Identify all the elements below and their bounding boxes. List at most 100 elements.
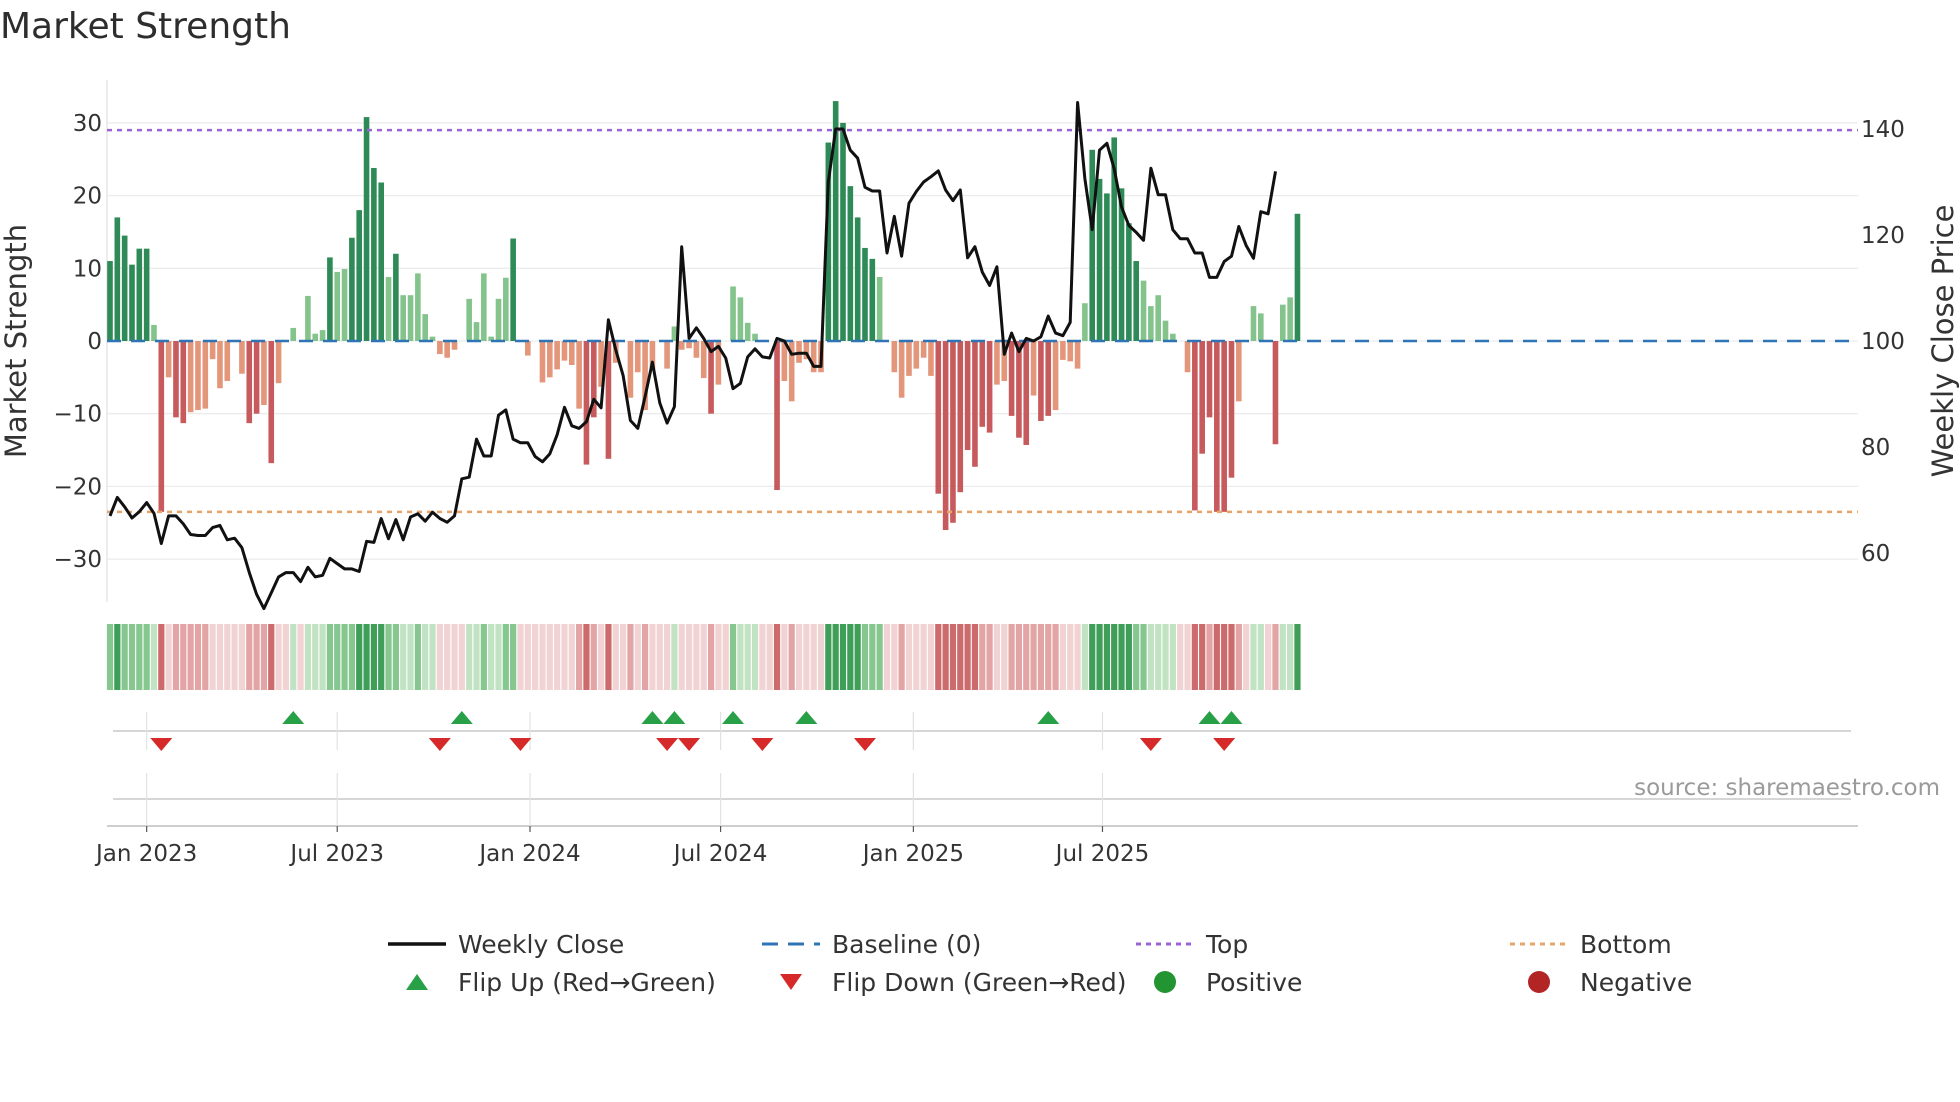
strength-cell: [114, 624, 121, 690]
strength-bar: [854, 217, 861, 341]
flip-down-marker: [751, 738, 774, 751]
strength-bar: [1170, 333, 1176, 341]
strength-bar: [898, 341, 905, 398]
strength-cell: [1199, 624, 1206, 690]
strength-cell: [847, 624, 854, 690]
strength-cell: [700, 624, 707, 690]
strength-cell: [561, 624, 568, 690]
strength-bar: [627, 341, 634, 398]
strength-bar: [312, 333, 319, 341]
strength-cell: [539, 624, 546, 690]
strength-cell: [1235, 624, 1242, 690]
strength-cell: [202, 624, 209, 690]
strength-cell: [194, 624, 202, 690]
strength-bar: [994, 341, 1000, 385]
strength-cell: [1294, 624, 1301, 690]
strength-bar: [327, 257, 333, 341]
strength-bar: [319, 330, 326, 341]
flip-down-marker: [1139, 738, 1162, 751]
strength-cell: [583, 624, 590, 690]
strength-cell: [861, 624, 869, 690]
flip-up-marker: [641, 711, 664, 724]
strength-cell: [488, 624, 495, 690]
strength-bar: [305, 295, 311, 341]
strength-cell: [466, 624, 473, 690]
left-axis-label: Market Strength: [0, 224, 33, 458]
strength-cell: [905, 624, 913, 690]
strength-cell: [1250, 624, 1257, 690]
strength-bar: [920, 341, 927, 358]
strength-bar: [1199, 341, 1205, 454]
right-tick-label: 60: [1861, 541, 1890, 567]
strength-cell: [693, 624, 700, 690]
strength-cell: [722, 624, 729, 690]
left-tick-label: 20: [73, 184, 102, 210]
legend-circle-icon: [1528, 971, 1550, 993]
left-tick-label: −10: [53, 402, 102, 428]
flip-down-marker: [1213, 738, 1236, 751]
strength-bar: [891, 341, 898, 373]
strength-cell: [891, 624, 898, 690]
strength-cell: [685, 624, 693, 690]
strength-cell: [1279, 624, 1286, 690]
strength-bar: [173, 341, 179, 418]
strength-cell: [979, 624, 986, 690]
strength-cell: [913, 624, 920, 690]
strength-bar: [568, 341, 575, 365]
date-tick-label: Jul 2024: [672, 841, 768, 867]
strength-cell: [297, 624, 304, 690]
strength-bar: [840, 122, 846, 342]
strength-bar: [1045, 341, 1052, 416]
strength-bar: [686, 341, 692, 349]
strength-bar: [444, 341, 450, 358]
strength-bar: [334, 271, 341, 341]
strength-cell: [810, 624, 817, 690]
date-tick-label: Jan 2024: [477, 841, 580, 867]
strength-cell: [1052, 624, 1059, 690]
strength-bar: [649, 341, 656, 371]
strength-cell: [1206, 624, 1213, 690]
strength-bar: [1155, 295, 1161, 341]
legend-label: Top: [1205, 930, 1248, 959]
strength-bar: [1001, 341, 1008, 381]
strength-bar: [1192, 341, 1198, 511]
strength-bar: [209, 341, 216, 360]
strength-cell: [180, 624, 187, 690]
strength-bar: [503, 277, 509, 341]
strength-cell: [392, 624, 399, 690]
strength-cell: [429, 624, 436, 690]
strength-bar: [1214, 341, 1220, 512]
date-axis: Jan 2023 Jul 2023 Jan 2024 Jul 2024 Jan 2025…: [94, 826, 1149, 867]
strength-bar: [393, 253, 399, 341]
strength-bar: [1148, 306, 1154, 341]
strength-cell: [1272, 624, 1279, 690]
strength-bar: [576, 341, 582, 409]
strength-bar: [708, 341, 714, 414]
strength-cell: [568, 624, 575, 690]
strength-bar: [488, 336, 494, 341]
strength-bar: [671, 326, 678, 341]
strength-cell: [290, 624, 297, 690]
legend-label: Weekly Close: [458, 930, 624, 959]
flip-up-marker: [1037, 711, 1060, 724]
strength-bar: [583, 341, 590, 465]
strength-cell: [773, 624, 781, 690]
flip-down-marker: [428, 738, 451, 751]
chart-title: Market Strength: [0, 6, 291, 47]
strength-cell: [620, 624, 627, 690]
strength-bar: [876, 277, 883, 341]
strength-cell: [612, 624, 619, 690]
strength-bars: [107, 101, 1301, 531]
strength-cell: [964, 624, 971, 690]
strength-bar: [928, 341, 934, 376]
strength-bar: [525, 341, 531, 356]
strength-cell: [136, 624, 143, 690]
strength-bar: [554, 341, 560, 370]
strength-cell: [641, 624, 649, 690]
flip-up-marker: [1198, 711, 1221, 724]
strength-cell: [121, 624, 128, 690]
strength-cell: [312, 624, 319, 690]
strength-cell: [795, 624, 803, 690]
strength-bar: [605, 341, 612, 459]
legend-flip-up-icon: [406, 974, 428, 990]
